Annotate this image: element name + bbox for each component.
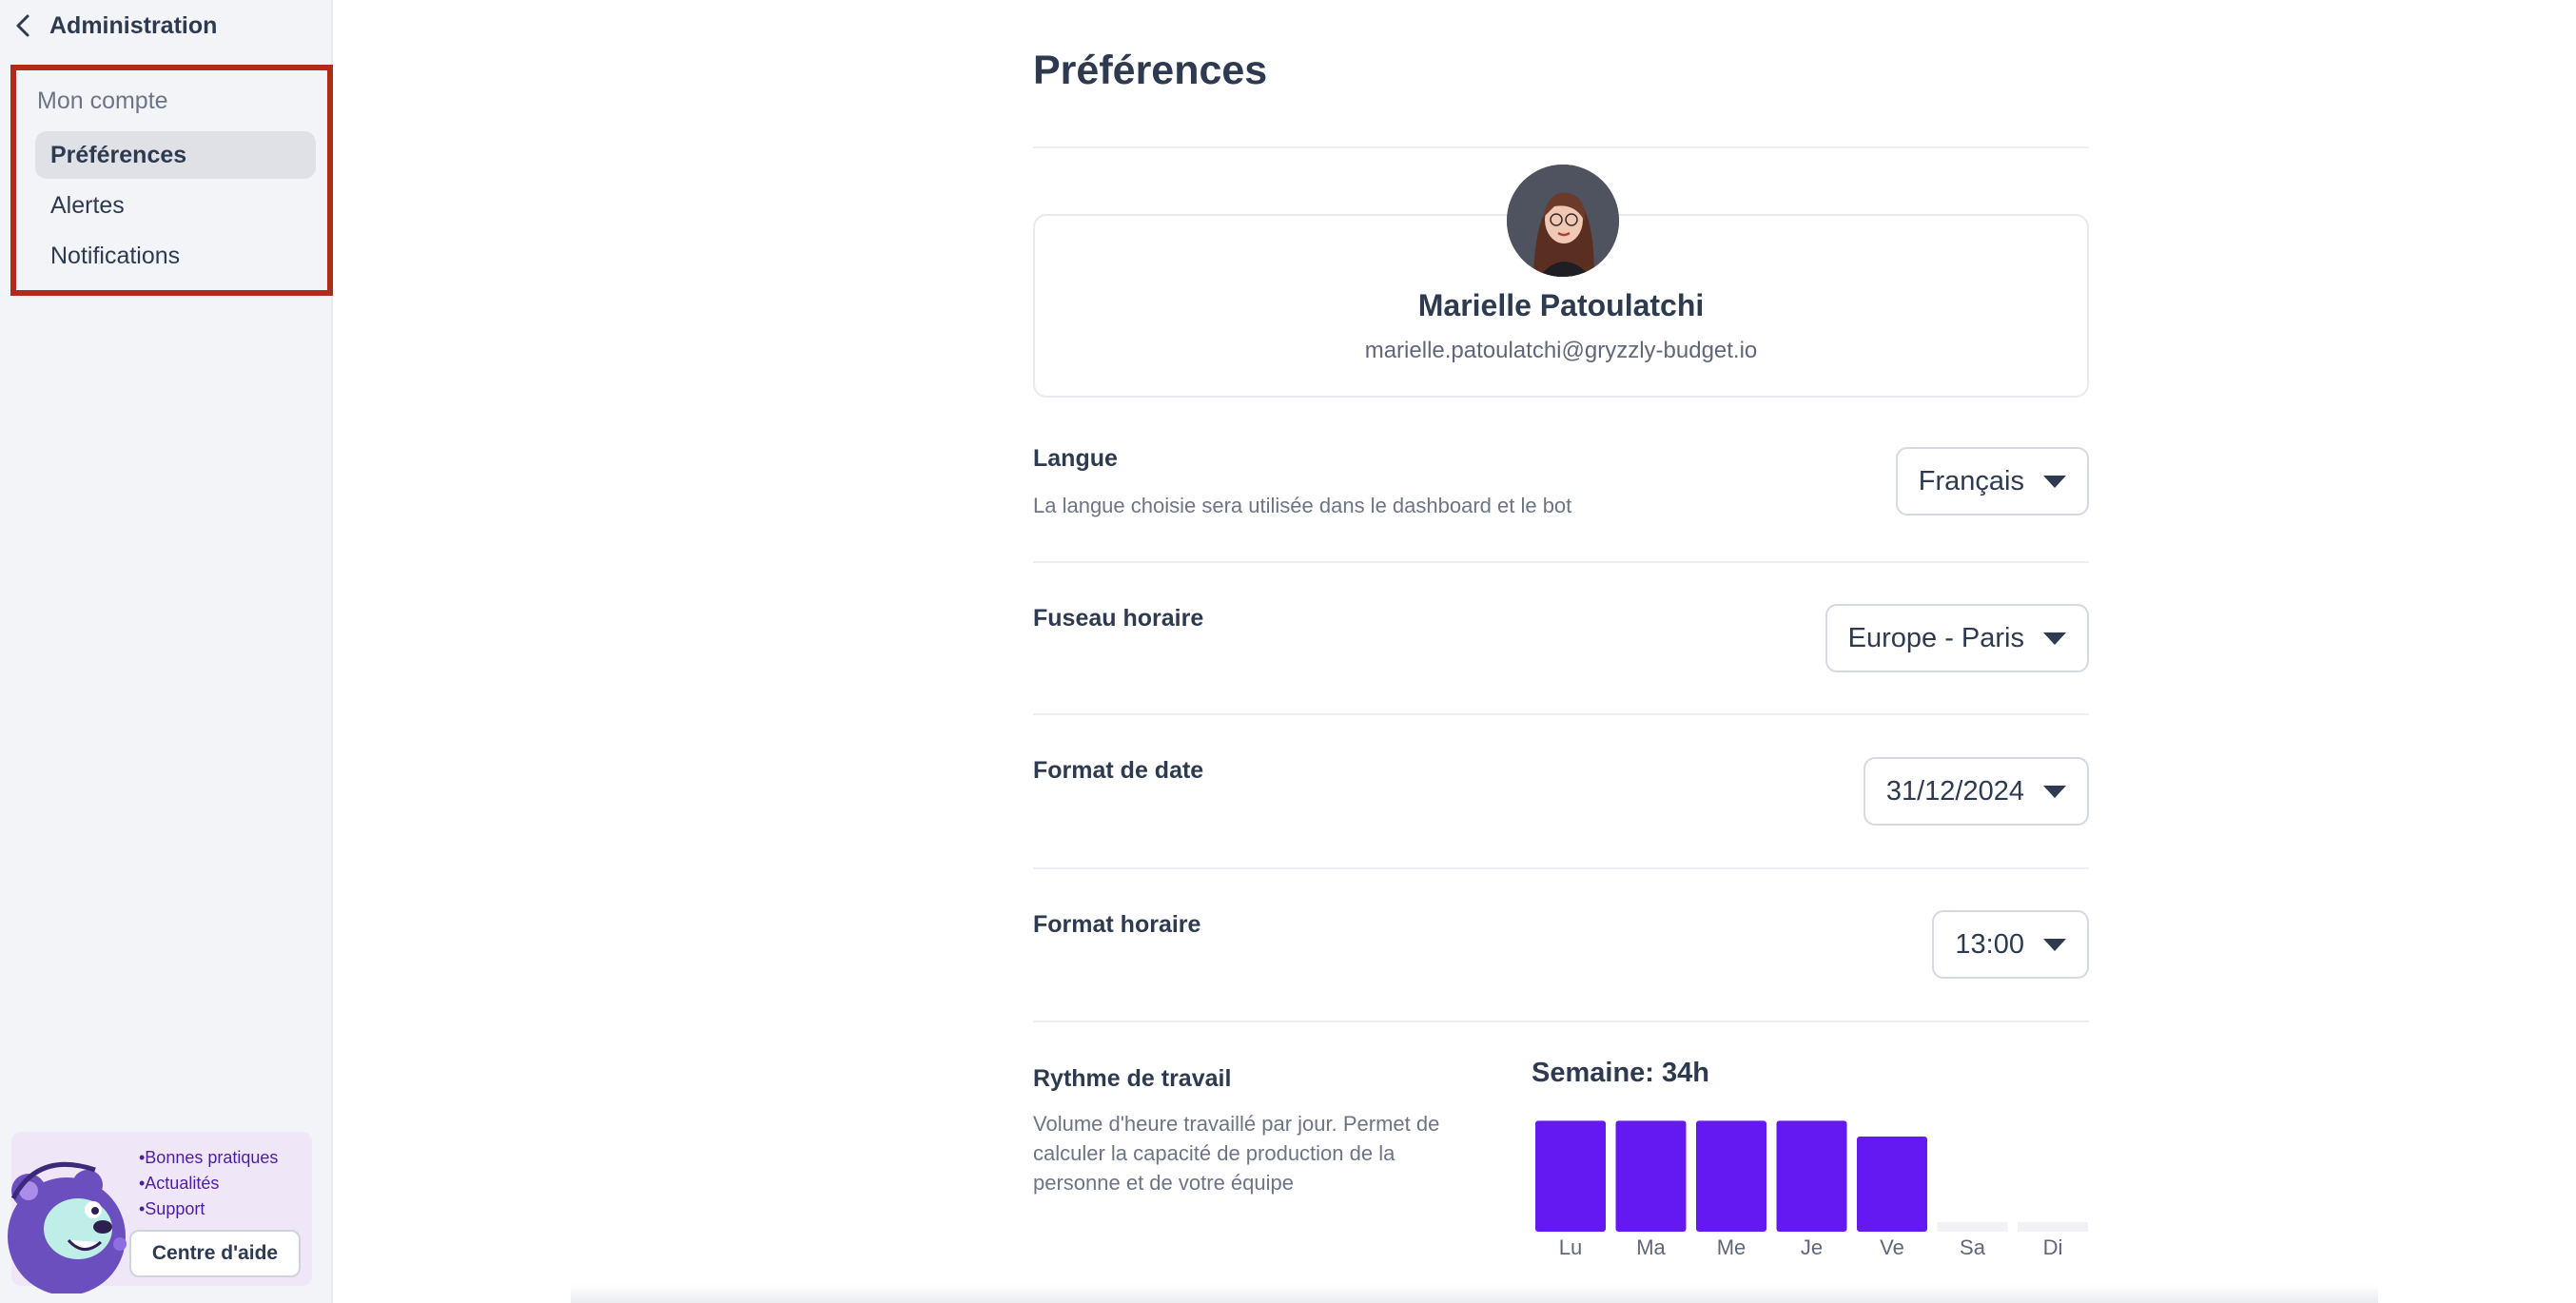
caret-down-icon [2043, 632, 2066, 645]
week-total: Semaine: 34h [1532, 1058, 1709, 1088]
divider [1033, 146, 2089, 148]
page-title: Préférences [1033, 48, 1268, 93]
help-card: •Bonnes pratiques •Actualités •Support C… [8, 1132, 312, 1293]
help-link-news[interactable]: •Actualités [139, 1174, 220, 1193]
day-label-sa: Sa [1960, 1235, 1986, 1259]
sidebar: Administration Mon compte Préférences Al… [0, 0, 333, 1303]
time-format-value: 13:00 [1955, 928, 2024, 960]
account-menu: Mon compte Préférences Alertes Notificat… [10, 65, 333, 296]
divider [1033, 713, 2089, 715]
profile-email: marielle.patoulatchi@gryzzly-budget.io [1364, 338, 1758, 363]
help-link-support[interactable]: •Support [139, 1199, 205, 1218]
chevron-left-icon [16, 14, 29, 37]
help-link-best-practices[interactable]: •Bonnes pratiques [139, 1148, 279, 1167]
work-rhythm-title: Rythme de travail [1033, 1065, 1232, 1092]
bar-ve[interactable] [1857, 1137, 1927, 1232]
bar-di[interactable] [2018, 1222, 2088, 1232]
work-rhythm-description: Volume d'heure travaillé par jour. Perme… [1033, 1109, 1439, 1197]
section-label: Mon compte [37, 88, 168, 114]
back-to-administration[interactable]: Administration [13, 10, 217, 42]
language-title: Langue [1033, 445, 1118, 472]
work-rhythm-description-line: calculer la capacité de production de la [1033, 1141, 1395, 1165]
day-label-je: Je [1801, 1235, 1823, 1259]
profile-name: Marielle Patoulatchi [1417, 288, 1705, 322]
profile-card: Marielle Patoulatchi marielle.patoulatch… [1033, 165, 2089, 398]
caret-down-icon [2043, 938, 2066, 951]
bar-me[interactable] [1696, 1120, 1766, 1232]
bar-lu[interactable] [1535, 1120, 1606, 1232]
caret-down-icon [2043, 475, 2066, 488]
sidebar-item-alerts[interactable]: Alertes [50, 191, 125, 219]
divider [1033, 561, 2089, 563]
day-label-me: Me [1717, 1235, 1747, 1259]
language-select[interactable]: Français [1895, 447, 2089, 515]
language-description: La langue choisie sera utilisée dans le … [1033, 494, 1572, 517]
bear-mascot-icon [8, 1161, 127, 1293]
avatar-portrait-icon [1507, 165, 1619, 277]
date-format-value: 31/12/2024 [1885, 775, 2024, 807]
date-format-select[interactable]: 31/12/2024 [1863, 757, 2089, 826]
sidebar-item-preferences[interactable]: Préférences [35, 131, 316, 179]
day-label-di: Di [2043, 1235, 2063, 1259]
time-format-title: Format horaire [1033, 911, 1201, 938]
work-rhythm-chart: Lu Ma Me Je Ve Sa Di [1535, 1120, 2088, 1259]
time-format-select[interactable]: 13:00 [1932, 910, 2089, 979]
sidebar-item-notifications[interactable]: Notifications [50, 242, 181, 269]
bottom-shadow [571, 1284, 2378, 1303]
day-label-lu: Lu [1559, 1235, 1582, 1259]
timezone-value: Europe - Paris [1847, 622, 2024, 653]
bar-sa[interactable] [1937, 1222, 2008, 1232]
timezone-select[interactable]: Europe - Paris [1825, 604, 2089, 672]
back-label: Administration [49, 11, 218, 39]
language-value: Français [1918, 465, 2024, 496]
bar-je[interactable] [1776, 1120, 1847, 1232]
help-links: •Bonnes pratiques •Actualités •Support [139, 1145, 278, 1222]
divider [1033, 1021, 2089, 1022]
caret-down-icon [2043, 785, 2066, 798]
bar-ma[interactable] [1615, 1120, 1687, 1232]
day-label-ma: Ma [1636, 1235, 1666, 1259]
work-rhythm-description-line: Volume d'heure travaillé par jour. Perme… [1033, 1112, 1440, 1136]
timezone-title: Fuseau horaire [1033, 605, 1204, 632]
work-rhythm-description-line: personne et de votre équipe [1033, 1171, 1294, 1195]
avatar[interactable] [1507, 165, 1619, 277]
help-center-button[interactable]: Centre d'aide [129, 1230, 301, 1277]
date-format-title: Format de date [1033, 757, 1204, 784]
divider [1033, 867, 2089, 869]
day-label-ve: Ve [1880, 1235, 1904, 1259]
